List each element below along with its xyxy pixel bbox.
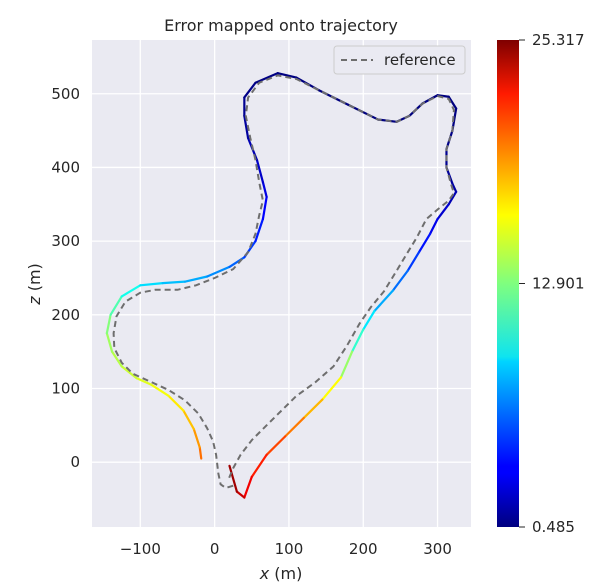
legend-reference-label: reference (384, 51, 456, 69)
x-tick-label: −100 (120, 540, 161, 558)
trajectory-segment (339, 350, 354, 379)
x-tick-label: 300 (423, 540, 452, 558)
trajectory-segment (265, 435, 287, 456)
y-tick-labels: 0 100 200 300 400 500 (51, 85, 80, 471)
trajectory-segment (198, 446, 203, 460)
y-tick-label: 200 (51, 306, 80, 324)
trajectory-segment (105, 313, 112, 335)
trajectory-segment (250, 453, 268, 479)
trajectory-segment (362, 310, 376, 331)
trajectory-segment (429, 217, 439, 235)
colorbar-tick-label: 12.901 (532, 275, 585, 293)
trajectory-segment (254, 217, 265, 243)
legend-box (333, 45, 466, 75)
trajectory-segment (120, 284, 142, 298)
trajectory-segment (110, 350, 123, 368)
trajectory-segment (261, 181, 268, 199)
trajectory-segment (406, 251, 421, 272)
series-layer (105, 72, 458, 499)
trajectory-segment (135, 377, 153, 386)
chart-title: Error mapped onto trajectory (164, 16, 398, 35)
x-tick-labels: −100 0 100 200 300 (120, 540, 452, 558)
colorbar-ticks: 0.485 12.901 25.317 (519, 31, 585, 536)
x-tick-label: 100 (275, 540, 304, 558)
trajectory-segment (276, 72, 298, 79)
reference-line (112, 74, 456, 490)
trajectory-segment (161, 280, 186, 285)
trajectory-segment (447, 190, 458, 206)
trajectory-segment (321, 376, 343, 401)
y-tick-label: 400 (51, 158, 80, 176)
trajectory-segment (183, 275, 209, 283)
y-tick-label: 100 (51, 379, 80, 397)
legend: reference (333, 45, 466, 75)
trajectory-segment (417, 232, 432, 254)
trajectory-segment (255, 158, 265, 184)
trajectory-segment (243, 114, 250, 140)
trajectory-segment (284, 416, 305, 438)
trajectory-segment (120, 365, 138, 380)
trajectory-segment (447, 95, 458, 110)
x-tick-label: 200 (349, 540, 378, 558)
trajectory-segment (261, 195, 268, 221)
y-tick-label: 500 (51, 85, 80, 103)
trajectory-segment (150, 383, 170, 397)
trajectory-segment (139, 282, 164, 287)
x-axis-label: x (m) (259, 564, 303, 583)
y-tick-label: 300 (51, 232, 80, 250)
trajectory-segment (243, 81, 257, 99)
colorbar: 0.485 12.901 25.317 (497, 31, 585, 536)
trajectory-segment (228, 464, 239, 493)
trajectory-segment (373, 289, 395, 313)
trajectory-segment (192, 427, 201, 449)
y-tick-label: 0 (70, 453, 80, 471)
x-tick-label: 0 (210, 540, 220, 558)
colorbar-tick-label: 25.317 (532, 31, 585, 49)
trajectory-segment (109, 295, 123, 316)
trajectory-segment (182, 409, 195, 431)
trajectory-segment (254, 72, 279, 84)
trajectory-segment (105, 332, 114, 353)
grid (92, 40, 471, 527)
trajectory-segment (391, 269, 409, 292)
trajectory-segment (436, 203, 450, 221)
trajectory-segment (302, 398, 324, 420)
trajectory-segment (451, 182, 458, 193)
trajectory-segment (350, 328, 365, 353)
colorbar-gradient (497, 40, 519, 527)
trajectory-segment (167, 394, 185, 412)
trajectory-segment (235, 490, 246, 499)
y-axis-label: z (m) (25, 263, 44, 306)
colorbar-tick-label: 0.485 (532, 518, 575, 536)
trajectory-segment (243, 475, 253, 499)
trajectory-segment (206, 265, 231, 278)
